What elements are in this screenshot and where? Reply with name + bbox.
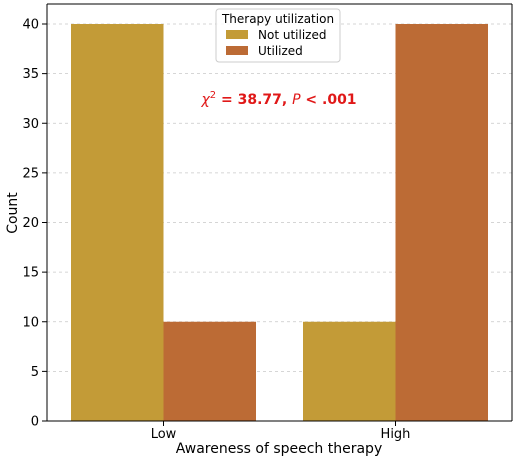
p-value: < .001 <box>301 92 357 108</box>
chi-square-annotation: χ2 = 38.77, P < .001 <box>200 90 356 108</box>
bars <box>71 24 488 421</box>
bar-not-utilized-low <box>71 24 164 421</box>
x-ticks: Low High <box>151 421 411 442</box>
chi-equals: = 38.77, <box>216 92 292 108</box>
y-axis-title: Count <box>5 192 21 234</box>
legend-label-not-utilized: Not utilized <box>258 28 326 42</box>
y-tick-label: 25 <box>22 166 39 181</box>
axes <box>46 3 513 422</box>
y-tick-label: 20 <box>22 216 39 231</box>
chi-superscript: 2 <box>210 90 216 101</box>
y-tick-label: 10 <box>22 315 39 330</box>
y-tick-label: 30 <box>22 117 39 132</box>
p-symbol: P <box>292 92 301 108</box>
y-tick-label: 35 <box>22 67 39 82</box>
bar-not-utilized-high <box>303 321 396 421</box>
chi-symbol: χ <box>200 92 210 108</box>
legend-title: Therapy utilization <box>221 12 334 26</box>
legend: Therapy utilization Not utilized Utilize… <box>215 8 341 63</box>
bar-utilized-high <box>395 24 488 421</box>
legend-swatch-utilized <box>226 46 248 55</box>
x-tick-label: High <box>381 427 411 442</box>
legend-label-utilized: Utilized <box>258 44 303 58</box>
x-axis-title: Awareness of speech therapy <box>176 441 382 457</box>
x-tick-label: Low <box>151 427 177 442</box>
bar-utilized-low <box>163 321 256 421</box>
y-tick-label: 15 <box>22 266 39 281</box>
legend-swatch-not-utilized <box>226 30 248 39</box>
y-tick-label: 5 <box>31 365 39 380</box>
y-tick-label: 40 <box>22 18 39 33</box>
y-tick-label: 0 <box>31 415 39 430</box>
y-ticks: 0 5 10 15 20 25 30 35 40 <box>22 18 47 430</box>
